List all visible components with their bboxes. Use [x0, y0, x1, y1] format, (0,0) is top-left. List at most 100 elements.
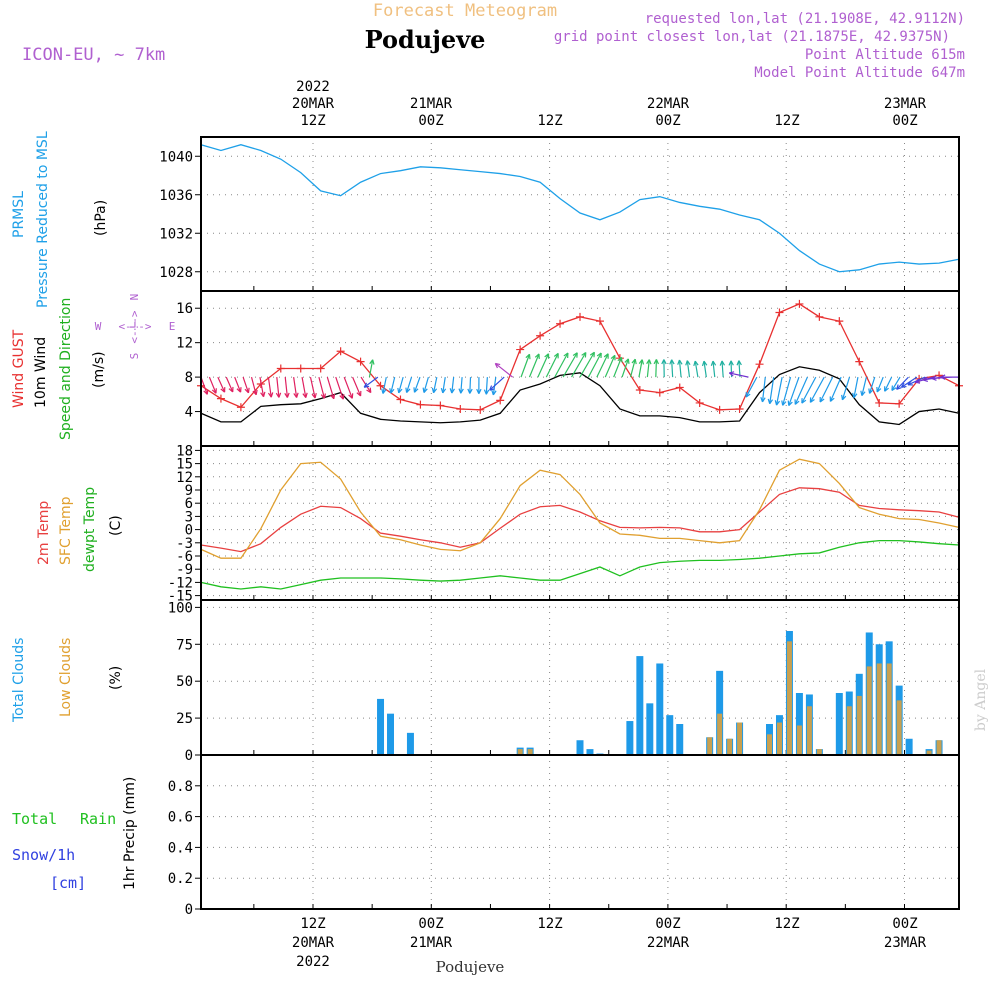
wind-arrow-8 [267, 377, 272, 398]
pressure-ytick-label-3: 1040 [159, 149, 193, 165]
wind-arrowhead-62 [719, 360, 726, 366]
wind-arrow-78 [853, 376, 859, 398]
temperature-frame [200, 445, 960, 601]
pressure-ytick-label-2: 1036 [159, 188, 193, 204]
wind-arrow-31 [460, 377, 463, 394]
wind-arrow-61 [712, 360, 716, 378]
wind-arrowhead-89 [931, 375, 937, 381]
wind-arrow-4 [234, 376, 242, 393]
wind-arrow-77 [841, 376, 851, 400]
wind-arrow-54 [655, 359, 658, 378]
clouds-ytick-label-2: 50 [176, 674, 193, 690]
wind-arrow-74 [809, 376, 825, 403]
low-cloud-bar-30 [846, 706, 852, 755]
wind-arrowhead-1 [211, 388, 217, 394]
bottom-date-label-1: 21MAR [410, 935, 453, 951]
wind-arrowhead-64 [736, 360, 742, 366]
wind-arrowhead-55 [661, 359, 667, 365]
low-cloud-bar-34 [886, 663, 892, 755]
wind-arrow-38 [520, 354, 531, 378]
gust-marker-9 [376, 381, 385, 390]
pressure-msl-label: Pressure Reduced to MSL [35, 131, 51, 308]
wind-arrow-12 [301, 377, 307, 398]
clouds-ytick-label-4: 100 [168, 600, 193, 616]
gust-marker-6 [316, 364, 325, 373]
low-cloud-bar-26 [806, 706, 812, 755]
wind-arrow-52 [638, 359, 643, 378]
wind-arrowhead-9 [275, 392, 282, 398]
wind-arrow-40 [537, 353, 550, 378]
wind-arrow-48 [604, 355, 616, 378]
wind-arrowhead-41 [553, 352, 559, 359]
pressure-ytick-label-0: 1028 [159, 265, 193, 281]
footer-location: Podujeve [436, 958, 505, 976]
wind-arrowhead-75 [819, 397, 825, 403]
gust-marker-35 [895, 399, 904, 408]
wind-arrow-46 [587, 352, 602, 378]
wind-arrow-37 [494, 362, 513, 378]
wind-arrow-65 [729, 372, 749, 378]
wind-arrowhead-32 [467, 388, 473, 394]
panels: 1028103210361040481216-15-12-9-6-3036912… [159, 136, 963, 918]
gust-marker-19 [576, 312, 584, 321]
wind-arrowhead-70 [781, 400, 787, 406]
wind-arrowhead-86 [907, 380, 913, 386]
temperature-ytick-label-3: -6 [176, 549, 193, 565]
snow-label: Snow/1h [12, 846, 75, 864]
wind-arrow-34 [485, 377, 488, 395]
gust-marker-2 [236, 403, 245, 412]
wind-arrowhead-23 [389, 388, 395, 394]
wind-arrowhead-20 [369, 359, 375, 365]
wind-arrow-20 [368, 359, 374, 378]
top-hour-label-2: 12Z [537, 113, 562, 129]
compass-e: E [169, 320, 176, 333]
wind-arrow-44 [571, 352, 587, 378]
bottom-hour-label-5: 00Z [892, 916, 917, 932]
gust-marker-16 [516, 345, 525, 354]
dewpt-label: dewpt Temp [82, 487, 98, 572]
top-hour-label-5: 00Z [892, 113, 917, 129]
wind-arrow-11 [293, 377, 298, 398]
model-altitude: Model Point Altitude 647m [754, 65, 965, 81]
temperature-ytick-label-6: 3 [185, 509, 193, 525]
wind-arrowhead-36 [489, 385, 495, 391]
wind-arrowhead-54 [653, 359, 659, 365]
compass-center-ns: <-!-> [128, 310, 141, 343]
wind-arrowhead-83 [891, 385, 897, 391]
wind-arrowhead-72 [794, 399, 800, 405]
temperature-ytick-label-2: -9 [176, 562, 193, 578]
wind-arrowhead-29 [440, 387, 447, 394]
wind-arrow-53 [646, 359, 650, 378]
bottom-hour-label-3: 00Z [655, 916, 680, 932]
total-cloud-bar-25 [795, 693, 803, 755]
precip-panel-labels: Total Rain Snow/1h [cm] 1hr Precip (mm) [12, 777, 138, 892]
wind-line-10m-wind [200, 366, 960, 426]
wind-arrowhead-0 [203, 389, 209, 395]
low-cloud-bar-19 [737, 722, 743, 755]
wind-arrowhead-19 [366, 387, 372, 394]
temperature-ytick-label-4: -3 [176, 536, 193, 552]
gust-marker-30 [795, 299, 804, 308]
compass-center-ew: <-!-> [118, 320, 151, 333]
wind-arrowhead-53 [646, 359, 652, 365]
wind-arrow-27 [423, 376, 429, 393]
low-cloud-bar-25 [796, 725, 802, 755]
wind-arrowhead-26 [413, 387, 419, 393]
wind-arrowhead-50 [624, 358, 630, 364]
temperature-ytick-label-0: -15 [168, 589, 193, 605]
top-year-label: 2022 [296, 79, 330, 95]
gust-marker-23 [655, 388, 664, 397]
gust-marker-26 [715, 405, 724, 414]
wind-arrowhead-52 [638, 359, 645, 365]
precipitation-ytick-label-1: 0.2 [168, 871, 193, 887]
clouds-ytick-label-1: 25 [176, 711, 193, 727]
temp-2m-label: 2m Temp [36, 501, 52, 565]
wind-arrowhead-47 [603, 353, 609, 359]
wind-arrow-7 [259, 377, 265, 397]
wind-arrow-51 [629, 359, 636, 378]
total-cloud-bar-12 [656, 663, 664, 755]
wind-arrowhead-40 [544, 353, 550, 359]
wind-arrowhead-56 [669, 359, 675, 365]
total-cloud-bar-17 [716, 670, 724, 755]
wind-arrow-29 [442, 377, 446, 394]
